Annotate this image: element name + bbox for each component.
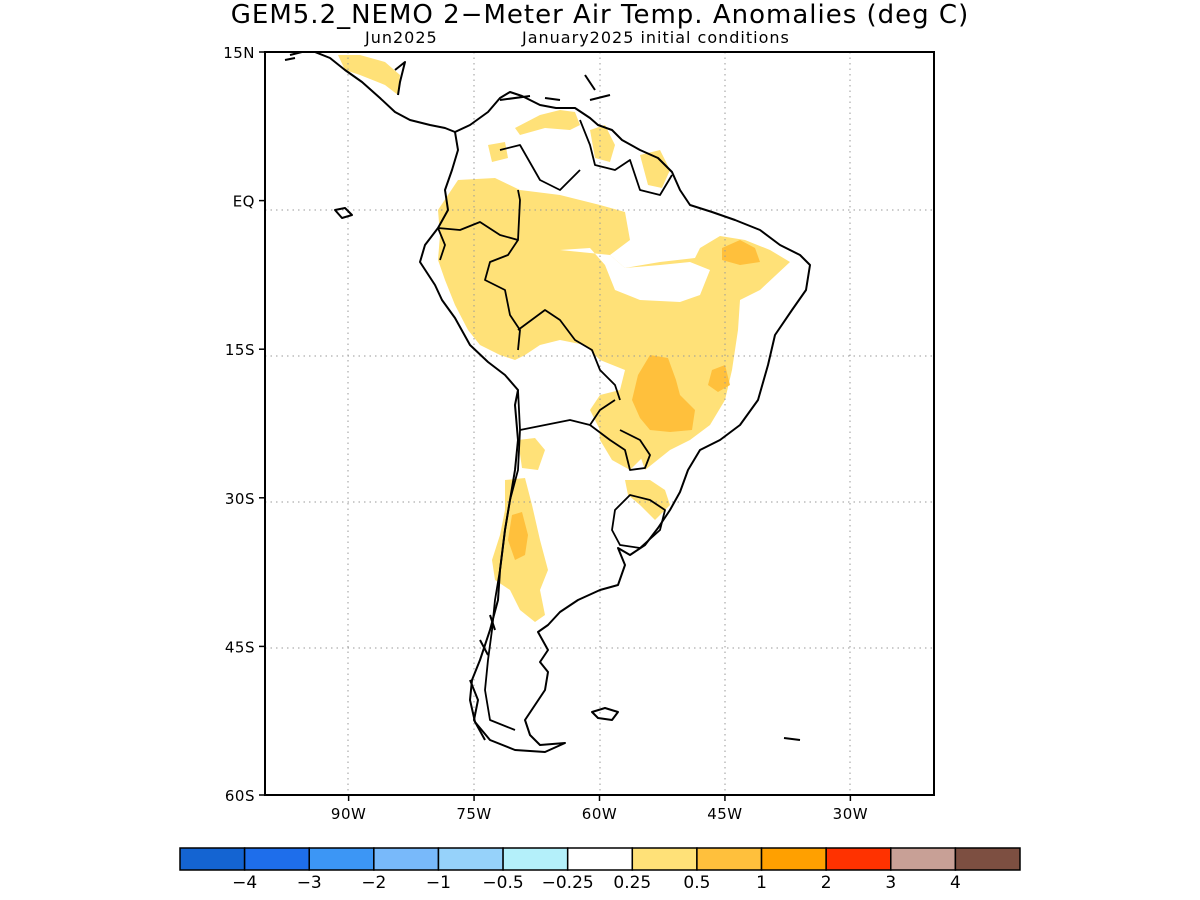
lat-tick-label: EQ (233, 193, 255, 211)
colorbar-label: −0.5 (482, 873, 523, 893)
border-chile-argentina (484, 389, 521, 731)
colorbar-label: 0.25 (613, 873, 651, 893)
colorbar-label: −2 (361, 873, 386, 893)
anomaly-region-andes-warm (508, 512, 528, 560)
caribbean-islands (499, 74, 611, 101)
colorbar-swatch (825, 847, 892, 871)
colorbar-swatch (243, 847, 310, 871)
forecast-month: Jun2025 (365, 28, 438, 47)
coastlines (284, 52, 811, 753)
colorbar-label: 4 (950, 873, 961, 893)
colorbar-swatch (566, 847, 634, 871)
border-uruguay (611, 494, 666, 549)
colorbar-swatch (631, 847, 698, 871)
colorbar-swatch (696, 847, 763, 871)
lat-tick-label: 60S (225, 787, 255, 805)
map-title: GEM5.2_NEMO 2−Meter Air Temp. Anomalies … (230, 0, 970, 30)
colorbar-label: −3 (297, 873, 322, 893)
colorbar-legend: −4 −3 −2 −1 −0.5 −0.25 0.25 0.5 1 2 3 4 (179, 847, 1021, 893)
falkland-islands (591, 707, 619, 721)
colorbar-swatch (502, 847, 569, 871)
anomaly-shading-weak (338, 55, 790, 622)
lon-tick-label: 60W (582, 805, 617, 823)
colorbar-label: −1 (426, 873, 451, 893)
lat-tick-label: 30S (225, 490, 255, 508)
anomaly-region-amazon (438, 178, 790, 470)
central-america-coast (284, 52, 456, 133)
anomaly-region-northeast-brazil (722, 240, 760, 265)
border-bolivia-argentina (519, 399, 616, 431)
anomaly-region-central-brazil (632, 355, 695, 432)
lat-tick-label: 15N (223, 44, 255, 62)
border-colombia-venezuela (499, 144, 581, 191)
anomaly-region-venezuela (515, 110, 580, 135)
lon-tick-label: 30W (833, 805, 868, 823)
lon-tick-label: 90W (331, 805, 366, 823)
anomaly-region-andes-north (518, 438, 545, 470)
colorbar-label: 0.5 (683, 873, 710, 893)
colorbar-label: −0.25 (542, 873, 594, 893)
lat-tick-label: 45S (225, 638, 255, 656)
colorbar-swatch (890, 847, 957, 871)
latitude-axis: 15N EQ 15S 30S 45S 60S (223, 44, 265, 805)
lon-tick-label: 75W (456, 805, 491, 823)
colorbar-swatch (760, 847, 827, 871)
border-peru-brazil (484, 239, 521, 351)
colorbar-label: 3 (885, 873, 896, 893)
border-guianas (579, 119, 673, 196)
anomaly-region-white-hole (560, 248, 710, 302)
anomaly-region-central-america (338, 55, 400, 95)
lat-tick-label: 15S (225, 341, 255, 359)
colorbar-swatch (373, 847, 440, 871)
longitude-axis: 90W 75W 60W 45W 30W (331, 795, 868, 823)
colorbar-swatch (954, 847, 1021, 871)
colorbar-label: −4 (232, 873, 257, 893)
anomaly-region-guianas (590, 125, 615, 162)
colorbar-swatch (179, 847, 246, 871)
border-colombia-peru (437, 189, 521, 241)
colorbar-label: 1 (756, 873, 767, 893)
colorbar-label: 2 (821, 873, 832, 893)
lat-lon-grid (265, 52, 934, 795)
galapagos (334, 207, 353, 219)
initial-conditions: January2025 initial conditions (522, 28, 790, 47)
country-borders (437, 119, 673, 731)
border-paraguay (589, 424, 651, 471)
border-ecuador (437, 227, 446, 261)
anomaly-region-suriname (640, 150, 670, 188)
anomaly-region-colombia-patch (488, 142, 508, 162)
colorbar-swatch (308, 847, 375, 871)
anomaly-region-paraguay-south (598, 405, 645, 470)
south-georgia (783, 737, 801, 741)
lon-tick-label: 45W (707, 805, 742, 823)
colorbar-swatch (437, 847, 504, 871)
anomaly-shading-moderate (508, 240, 760, 560)
border-bolivia-brazil (517, 309, 621, 401)
